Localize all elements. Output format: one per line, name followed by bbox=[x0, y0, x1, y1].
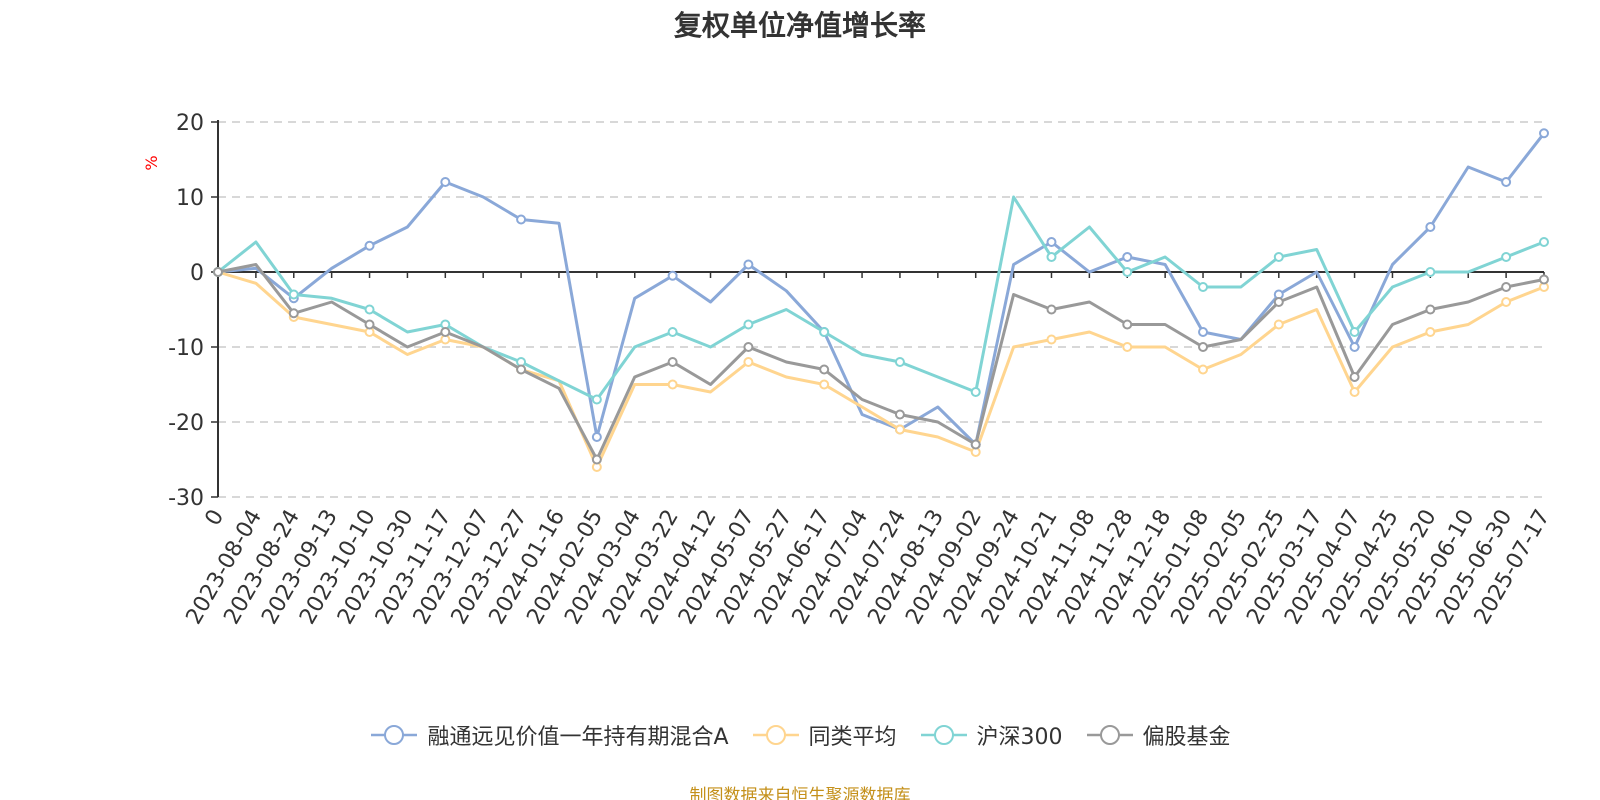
data-point bbox=[1425, 327, 1436, 337]
chart-title: 复权单位净值增长率 bbox=[673, 9, 926, 42]
series-lines bbox=[213, 128, 1549, 472]
data-point bbox=[1122, 342, 1133, 352]
data-point bbox=[894, 357, 905, 367]
data-point bbox=[213, 267, 223, 277]
y-tick-label: 10 bbox=[176, 186, 204, 211]
data-point bbox=[364, 319, 375, 330]
data-point bbox=[819, 379, 830, 390]
data-point bbox=[1349, 327, 1360, 337]
series-line-0 bbox=[217, 132, 1546, 446]
data-point bbox=[743, 319, 754, 330]
data-point bbox=[1349, 342, 1360, 352]
y-axis-label: % bbox=[142, 155, 161, 170]
y-tick-label: 0 bbox=[190, 261, 204, 286]
axes: 20100-10-20-3002023-08-042023-08-242023-… bbox=[168, 111, 1555, 629]
data-point bbox=[1425, 222, 1436, 232]
data-point bbox=[1501, 177, 1512, 187]
data-point bbox=[894, 424, 905, 435]
legend-label: 同类平均 bbox=[808, 725, 897, 750]
data-point bbox=[1046, 252, 1057, 262]
data-point bbox=[1198, 342, 1209, 352]
data-point bbox=[1501, 282, 1512, 292]
data-point bbox=[591, 454, 602, 465]
data-point bbox=[1198, 282, 1209, 292]
legend-label: 融通远见价值一年持有期混合A bbox=[427, 725, 729, 750]
data-point bbox=[591, 394, 602, 405]
legend-item[interactable]: 融通远见价值一年持有期混合A bbox=[369, 719, 729, 751]
data-point bbox=[1046, 334, 1057, 345]
data-point bbox=[819, 327, 830, 337]
legend-line-icon bbox=[1086, 725, 1133, 745]
data-point bbox=[288, 308, 299, 319]
data-point bbox=[894, 409, 905, 420]
data-point bbox=[1349, 387, 1360, 397]
data-point bbox=[819, 364, 830, 375]
data-point bbox=[1425, 267, 1436, 277]
legend-item[interactable]: 沪深300 bbox=[919, 719, 1063, 751]
data-point bbox=[1273, 252, 1284, 262]
data-point bbox=[440, 327, 451, 337]
data-point bbox=[1122, 252, 1133, 262]
data-point bbox=[1122, 319, 1133, 330]
data-point bbox=[516, 214, 527, 225]
data-point bbox=[743, 357, 754, 367]
data-point bbox=[1198, 364, 1209, 375]
legend-item[interactable]: 偏股基金 bbox=[1085, 719, 1231, 751]
legend-label: 沪深300 bbox=[976, 725, 1063, 750]
y-tick-label: -30 bbox=[168, 486, 204, 511]
series-line-1 bbox=[217, 270, 1545, 469]
legend-line-icon bbox=[920, 725, 967, 745]
data-point bbox=[667, 357, 678, 367]
data-point bbox=[1122, 267, 1133, 277]
data-point bbox=[440, 177, 451, 187]
legend-item[interactable]: 同类平均 bbox=[751, 719, 897, 751]
data-point bbox=[591, 432, 602, 442]
data-point bbox=[667, 327, 678, 337]
data-point bbox=[1198, 327, 1209, 337]
y-tick-label: 20 bbox=[176, 111, 204, 136]
data-point bbox=[743, 259, 754, 270]
y-tick-label: -10 bbox=[168, 336, 204, 361]
data-point bbox=[516, 364, 527, 375]
data-point bbox=[970, 439, 981, 450]
legend-line-icon bbox=[752, 725, 799, 745]
data-point bbox=[1539, 128, 1549, 139]
data-point bbox=[1349, 372, 1360, 382]
data-point bbox=[970, 387, 981, 397]
legend-label: 偏股基金 bbox=[1142, 725, 1231, 750]
data-point bbox=[743, 342, 754, 352]
y-tick-label: -20 bbox=[168, 411, 204, 436]
data-point bbox=[1046, 237, 1057, 247]
legend-line-icon bbox=[371, 725, 418, 745]
series-line-3 bbox=[217, 263, 1545, 461]
data-point bbox=[1273, 297, 1284, 307]
data-point bbox=[1501, 297, 1512, 307]
data-point bbox=[1046, 304, 1057, 315]
data-point bbox=[667, 379, 678, 390]
data-point bbox=[288, 289, 299, 300]
data-point bbox=[1501, 252, 1512, 262]
data-point bbox=[1539, 237, 1549, 247]
data-point bbox=[364, 304, 375, 315]
data-point bbox=[1425, 304, 1436, 315]
x-tick-label: 0 bbox=[201, 506, 230, 531]
legend: 融通远见价值一年持有期混合A 同类平均 沪深300 偏股基金 bbox=[0, 719, 1600, 751]
series-line-2 bbox=[217, 195, 1545, 401]
data-point bbox=[667, 270, 678, 281]
source-note: 制图数据来自恒生聚源数据库 bbox=[689, 786, 911, 800]
data-point bbox=[1273, 319, 1284, 330]
data-point bbox=[1539, 274, 1549, 285]
data-point bbox=[364, 240, 375, 251]
